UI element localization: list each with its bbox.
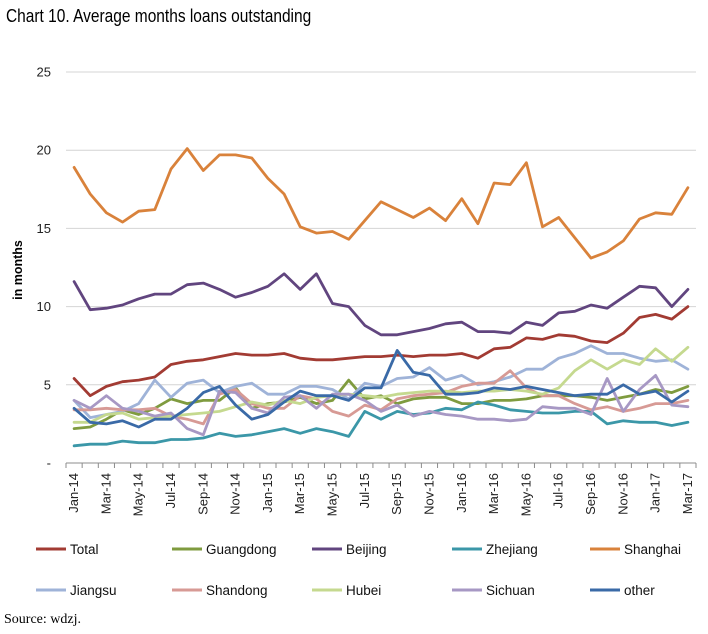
legend-label-sichuan: Sichuan <box>486 583 535 598</box>
series-line-other <box>72 348 690 429</box>
series-lines <box>72 147 690 448</box>
legend-label-shandong: Shandong <box>206 583 268 598</box>
source-note: Source: wdzj. <box>4 612 81 627</box>
y-tick-label: 5 <box>44 377 51 392</box>
x-tick-label: May-15 <box>325 473 340 516</box>
legend-label-guangdong: Guangdong <box>206 542 277 557</box>
x-tick-label: Mar-16 <box>486 473 501 514</box>
y-axis: - 5 10 15 20 25 <box>37 65 51 471</box>
x-tick-label: Mar-17 <box>680 473 695 514</box>
legend: Total Guangdong Beijing Zhejiang Shanghai Jia… <box>36 542 681 598</box>
legend-label-zhejiang: Zhejiang <box>486 542 538 557</box>
x-tick-label: Jan-16 <box>454 473 469 513</box>
x-tick-label: May-14 <box>131 473 146 516</box>
x-tick-label: Mar-14 <box>98 473 113 514</box>
x-tick-label: Sep-15 <box>389 473 404 515</box>
x-tick-label: Sep-16 <box>583 473 598 515</box>
legend-label-beijing: Beijing <box>346 542 387 557</box>
x-tick-label: Jan-17 <box>648 473 663 513</box>
series-line-shanghai <box>72 147 690 260</box>
y-tick-label: 25 <box>37 65 51 80</box>
series-line-total <box>72 305 690 398</box>
x-tick-label: Jul-15 <box>357 473 372 508</box>
gridlines <box>66 71 696 386</box>
legend-label-total: Total <box>70 542 99 557</box>
x-tick-label: Jul-14 <box>163 473 178 508</box>
x-tick-label: Nov-16 <box>615 473 630 515</box>
legend-label-shanghai: Shanghai <box>624 542 681 557</box>
x-tick-label: Jul-16 <box>551 473 566 508</box>
y-tick-label: 15 <box>37 221 51 236</box>
legend-label-other: other <box>624 583 655 598</box>
line-chart: - 5 10 15 20 25 Jan-14 Mar-14 May-14 Jul-14 Sep-1… <box>11 65 697 598</box>
x-tick-label: Jan-15 <box>260 473 275 513</box>
chart-title: Chart 10. Average months loans outstandi… <box>6 6 312 26</box>
y-axis-label: in months <box>11 240 25 300</box>
y-tick-label: 20 <box>37 143 51 158</box>
y-tick-label: - <box>47 456 51 471</box>
x-tick-label: Mar-15 <box>292 473 307 514</box>
x-axis: Jan-14 Mar-14 May-14 Jul-14 Sep-14 Nov-14 Jan-… <box>65 462 697 516</box>
x-tick-label: Sep-14 <box>195 473 210 515</box>
series-line-sichuan <box>72 373 690 437</box>
legend-label-hubei: Hubei <box>346 583 381 598</box>
x-tick-label: Jan-14 <box>66 473 81 513</box>
y-tick-label: 10 <box>37 299 51 314</box>
series-line-guangdong <box>72 378 690 431</box>
x-tick-label: Nov-15 <box>421 473 436 515</box>
legend-label-jiangsu: Jiangsu <box>70 583 117 598</box>
x-tick-label: Nov-14 <box>228 473 243 515</box>
series-line-beijing <box>72 272 690 337</box>
x-tick-label: May-16 <box>518 473 533 516</box>
